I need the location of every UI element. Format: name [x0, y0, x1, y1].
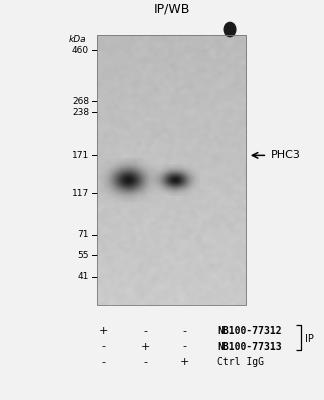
Text: -: - [144, 326, 148, 336]
Text: NB100-77312: NB100-77312 [217, 326, 282, 336]
Text: +: + [99, 326, 108, 336]
Text: IP/WB: IP/WB [154, 3, 190, 16]
Text: 41: 41 [78, 272, 89, 281]
Text: -: - [102, 357, 106, 367]
Text: Ctrl IgG: Ctrl IgG [217, 357, 264, 367]
Text: 268: 268 [72, 97, 89, 106]
Text: +: + [180, 357, 189, 367]
Text: -: - [144, 357, 148, 367]
Text: kDa: kDa [68, 35, 86, 44]
Text: 460: 460 [72, 46, 89, 55]
Text: 117: 117 [72, 188, 89, 198]
Text: -: - [183, 326, 187, 336]
Text: PHC3: PHC3 [271, 150, 300, 160]
Text: -: - [102, 342, 106, 352]
Text: IP: IP [305, 334, 313, 344]
Circle shape [224, 22, 236, 37]
Text: -: - [183, 342, 187, 352]
Text: 238: 238 [72, 108, 89, 117]
Bar [97, 36, 246, 305]
Text: 171: 171 [72, 151, 89, 160]
Text: 55: 55 [78, 250, 89, 260]
Text: 71: 71 [78, 230, 89, 239]
Text: NB100-77313: NB100-77313 [217, 342, 282, 352]
Text: +: + [141, 342, 150, 352]
